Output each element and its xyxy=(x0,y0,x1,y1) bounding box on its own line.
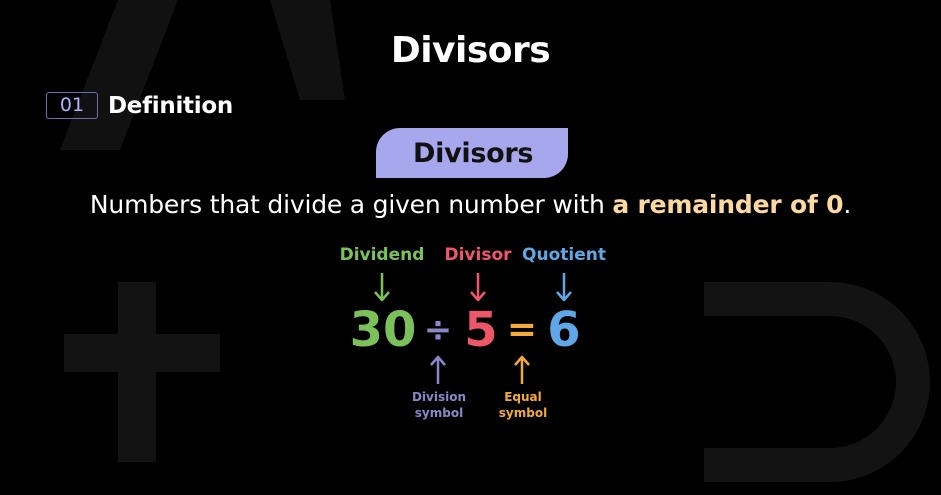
page-title: Divisors xyxy=(390,30,551,71)
divisor-value: 5 xyxy=(464,302,498,358)
dividend-value: 30 xyxy=(349,302,417,358)
divisor-label: Divisor xyxy=(444,245,512,265)
definition-end: . xyxy=(843,190,852,219)
dividend-arrow-icon xyxy=(374,273,390,302)
division-symbol: ÷ xyxy=(423,310,453,350)
equal-symbol: = xyxy=(506,309,538,350)
equal-arrow-icon xyxy=(514,355,530,384)
division-symbol-label: Division symbol xyxy=(411,390,467,420)
quotient-value: 6 xyxy=(547,302,581,358)
divisor-arrow-icon xyxy=(470,273,486,302)
definition-text: Numbers that divide a given number with … xyxy=(0,190,941,219)
dividend-label: Dividend xyxy=(339,245,425,265)
term-badge: Divisors xyxy=(376,128,568,178)
quotient-arrow-icon xyxy=(556,273,572,302)
section-number: 01 xyxy=(46,92,98,119)
section-label: Definition xyxy=(108,92,233,119)
quotient-label: Quotient xyxy=(522,245,606,265)
section-header: 01 Definition xyxy=(46,92,233,119)
equal-symbol-label: Equal symbol xyxy=(498,390,548,420)
division-arrow-icon xyxy=(430,355,446,384)
definition-main: Numbers that divide a given number with xyxy=(89,190,613,219)
definition-highlight: a remainder of 0 xyxy=(612,190,844,219)
